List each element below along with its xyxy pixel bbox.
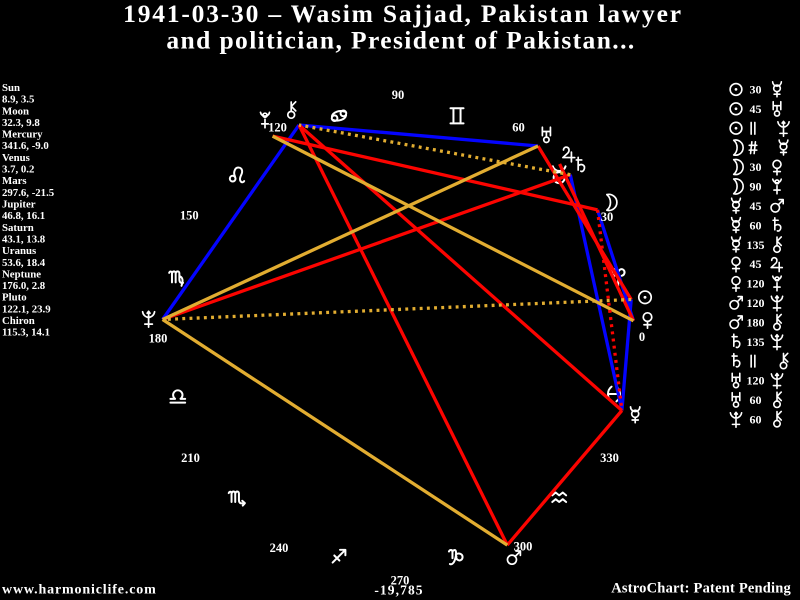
svg-text:120: 120: [747, 374, 765, 388]
svg-text:43.1, 13.8: 43.1, 13.8: [2, 234, 46, 246]
svg-text:120: 120: [268, 121, 287, 135]
svg-text:60: 60: [750, 412, 762, 426]
svg-text:270: 270: [391, 574, 410, 588]
svg-text:90: 90: [750, 180, 762, 194]
svg-text:60: 60: [750, 218, 762, 232]
svg-text:60: 60: [512, 121, 525, 135]
svg-text:Chiron: Chiron: [2, 315, 35, 327]
svg-text:120: 120: [747, 296, 765, 310]
svg-text:3.7, 0.2: 3.7, 0.2: [2, 164, 34, 176]
svg-text:Jupiter: Jupiter: [2, 199, 36, 211]
svg-text:53.6, 18.4: 53.6, 18.4: [2, 257, 46, 269]
svg-text:Mercury: Mercury: [2, 129, 43, 141]
svg-text:176.0, 2.8: 176.0, 2.8: [2, 280, 46, 292]
svg-text:Moon: Moon: [2, 105, 29, 117]
svg-text:and politician, President of P: and politician, President of Pakistan...: [166, 26, 635, 55]
svg-text:8.9, 3.5: 8.9, 3.5: [2, 94, 34, 106]
svg-text:60: 60: [750, 393, 762, 407]
svg-text:Neptune: Neptune: [2, 268, 41, 280]
svg-text:120: 120: [747, 277, 765, 291]
svg-text:AstroChart: Patent Pending: AstroChart: Patent Pending: [611, 580, 791, 596]
svg-text:180: 180: [149, 332, 168, 346]
svg-text:180: 180: [747, 315, 765, 329]
svg-text:www.harmoniclife.com: www.harmoniclife.com: [2, 583, 157, 598]
svg-text:45: 45: [750, 199, 762, 213]
svg-text:135: 135: [747, 238, 765, 252]
svg-text:45: 45: [750, 257, 762, 271]
svg-text:Sun: Sun: [2, 82, 20, 94]
svg-text:Pluto: Pluto: [2, 292, 27, 304]
svg-text:240: 240: [270, 541, 289, 555]
svg-text:45: 45: [750, 102, 762, 116]
svg-text:122.1, 23.9: 122.1, 23.9: [2, 303, 51, 315]
svg-text:0: 0: [639, 330, 645, 344]
svg-text:Uranus: Uranus: [2, 245, 36, 257]
svg-text:150: 150: [180, 209, 199, 223]
svg-text:297.6, -21.5: 297.6, -21.5: [2, 187, 54, 199]
svg-text:30: 30: [601, 210, 614, 224]
svg-text:115.3, 14.1: 115.3, 14.1: [2, 327, 50, 339]
svg-text:135: 135: [747, 335, 765, 349]
svg-text:30: 30: [750, 83, 762, 97]
svg-text:Venus: Venus: [2, 152, 30, 164]
svg-text:210: 210: [181, 451, 200, 465]
svg-text:Saturn: Saturn: [2, 222, 34, 234]
svg-text:330: 330: [600, 451, 619, 465]
svg-text:30: 30: [750, 160, 762, 174]
svg-text:Mars: Mars: [2, 175, 27, 187]
svg-text:341.6, -9.0: 341.6, -9.0: [2, 140, 49, 152]
svg-text:32.3, 9.8: 32.3, 9.8: [2, 117, 40, 129]
svg-text:-19,785: -19,785: [374, 583, 423, 598]
svg-text:1941-03-30 – Wasim Sajjad, Pak: 1941-03-30 – Wasim Sajjad, Pakistan lawy…: [123, 0, 683, 28]
svg-text:90: 90: [392, 88, 405, 102]
svg-text:46.8, 16.1: 46.8, 16.1: [2, 210, 45, 222]
